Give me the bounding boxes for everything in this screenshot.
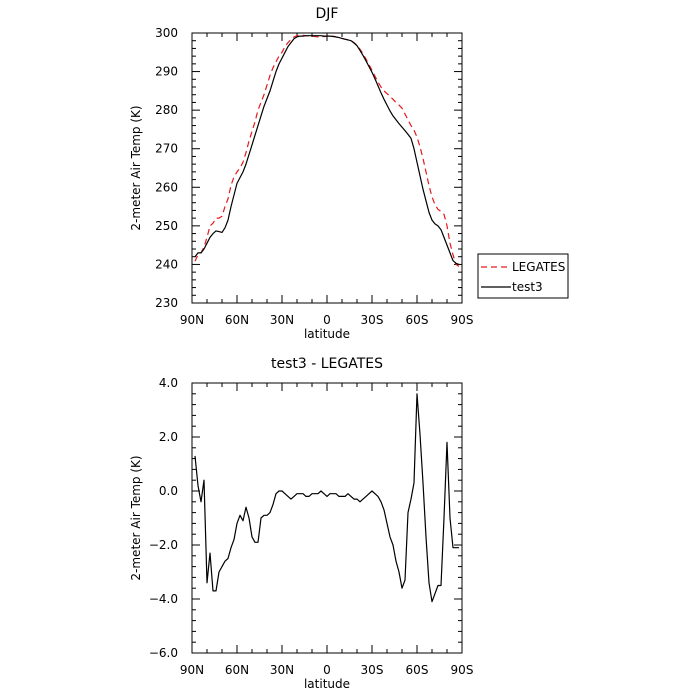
bottom-x-tick-label: 30N [270,663,294,677]
top-y-tick-label: 290 [155,65,178,79]
legend-box [477,253,569,299]
bottom-plot-frame [191,382,463,654]
bottom-x-axis-label: latitude [304,677,350,691]
bottom-chart-title: test3 - LEGATES [271,356,383,372]
top-y-tick-label: 280 [155,103,178,117]
bottom-y-tick-label: −2.0 [149,538,178,552]
top-y-tick-label: 300 [155,26,178,40]
top-y-tick-label: 230 [155,296,178,310]
bottom-y-tick-label: −4.0 [149,592,178,606]
bottom-x-tick-label: 90N [180,663,204,677]
top-x-axis-label: latitude [304,327,350,341]
top-y-axis-label: 2-meter Air Temp (K) [129,105,143,230]
legend-label-legates: LEGATES [512,260,565,274]
bottom-x-tick-label: 90S [451,663,474,677]
top-plot-frame [191,32,463,304]
top-y-tick-label: 260 [155,180,178,194]
bottom-difference-series-line [194,393,459,603]
bottom-y-tick-label: 4.0 [159,376,178,390]
top-series-line-legates [194,34,460,267]
bottom-x-tick-label: 0 [323,663,331,677]
top-x-tick-label: 30N [270,313,294,327]
top-y-tick-label: 270 [155,142,178,156]
bottom-y-axis-label: 2-meter Air Temp (K) [129,455,143,580]
bottom-y-tick-label: −6.0 [149,646,178,660]
top-x-tick-label: 60N [225,313,249,327]
bottom-x-tick-label: 60N [225,663,249,677]
bottom-y-tick-label: 0.0 [159,484,178,498]
top-x-tick-label: 90S [451,313,474,327]
bottom-y-tick-label: 2.0 [159,430,178,444]
top-x-tick-label: 60S [406,313,429,327]
top-x-tick-label: 90N [180,313,204,327]
bottom-x-tick-label: 30S [361,663,384,677]
top-series-line-test3 [194,35,460,265]
top-chart-title: DJF [316,6,339,22]
bottom-x-tick-label: 60S [406,663,429,677]
top-y-tick-label: 240 [155,257,178,271]
top-x-tick-label: 0 [323,313,331,327]
top-y-tick-label: 250 [155,219,178,233]
legend-label-test3: test3 [512,280,543,294]
top-x-tick-label: 30S [361,313,384,327]
